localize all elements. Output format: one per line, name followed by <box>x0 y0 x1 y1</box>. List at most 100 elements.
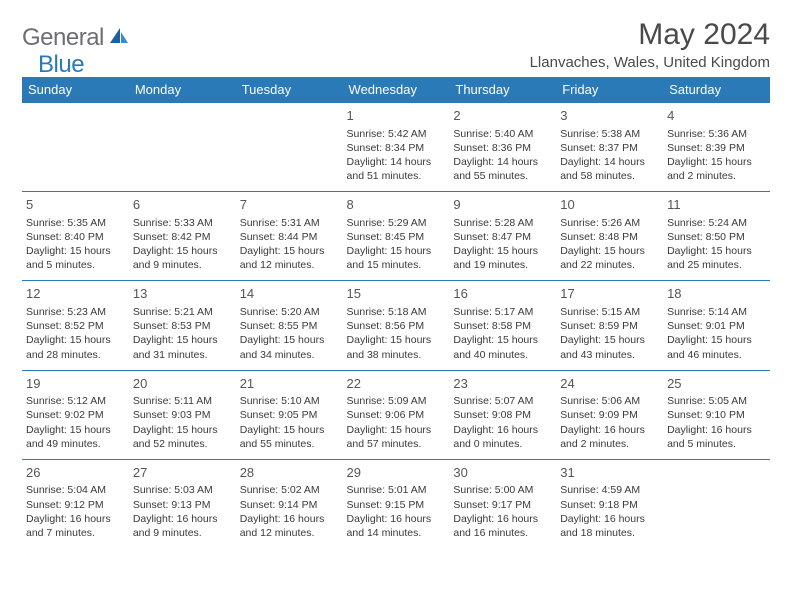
day-cell: 2 Sunrise: 5:40 AMSunset: 8:36 PMDaylight… <box>449 103 556 192</box>
day-number: 15 <box>347 285 445 303</box>
week-row: 5Sunrise: 5:35 AMSunset: 8:40 PMDaylight… <box>22 192 770 281</box>
daylight-line: Daylight: 15 hours and 55 minutes. <box>240 423 338 451</box>
day-cell: 14Sunrise: 5:20 AMSunset: 8:55 PMDayligh… <box>236 281 343 370</box>
daylight-line: Daylight: 16 hours and 5 minutes. <box>667 423 765 451</box>
sunset-line: Sunset: 9:10 PM <box>667 408 765 422</box>
day-number: 30 <box>453 464 551 482</box>
day-cell: 18Sunrise: 5:14 AMSunset: 9:01 PMDayligh… <box>663 281 770 370</box>
sunset-line: Sunset: 8:40 PM <box>26 230 124 244</box>
sunset-line: Sunset: 9:17 PM <box>453 498 551 512</box>
sunset-line: Sunset: 8:56 PM <box>347 319 445 333</box>
day-number: 27 <box>133 464 231 482</box>
daylight-line: Daylight: 16 hours and 9 minutes. <box>133 512 231 540</box>
sunrise-line: Sunrise: 5:00 AM <box>453 483 551 497</box>
day-number: 23 <box>453 375 551 393</box>
daylight-line: Daylight: 15 hours and 38 minutes. <box>347 333 445 361</box>
sunrise-line: Sunrise: 5:40 AM <box>453 127 551 141</box>
daylight-line: Daylight: 16 hours and 18 minutes. <box>560 512 658 540</box>
sunset-line: Sunset: 9:15 PM <box>347 498 445 512</box>
sunset-line: Sunset: 9:18 PM <box>560 498 658 512</box>
sunrise-line: Sunrise: 5:11 AM <box>133 394 231 408</box>
day-header: Thursday <box>449 77 556 103</box>
day-cell: 7Sunrise: 5:31 AMSunset: 8:44 PMDaylight… <box>236 192 343 281</box>
sunrise-line: Sunrise: 5:26 AM <box>560 216 658 230</box>
day-cell: 21Sunrise: 5:10 AMSunset: 9:05 PMDayligh… <box>236 370 343 459</box>
day-cell: 11Sunrise: 5:24 AMSunset: 8:50 PMDayligh… <box>663 192 770 281</box>
day-number: 10 <box>560 196 658 214</box>
daylight-line: Daylight: 15 hours and 25 minutes. <box>667 244 765 272</box>
header: General May 2024 Llanvaches, Wales, Unit… <box>22 18 770 71</box>
sunrise-line: Sunrise: 5:42 AM <box>347 127 445 141</box>
day-cell: 31Sunrise: 4:59 AMSunset: 9:18 PMDayligh… <box>556 459 663 548</box>
brand-part1: General <box>22 24 104 52</box>
daylight-line: Daylight: 14 hours and 55 minutes. <box>453 155 551 183</box>
sunrise-line: Sunrise: 5:36 AM <box>667 127 765 141</box>
day-number: 28 <box>240 464 338 482</box>
week-row: 19Sunrise: 5:12 AMSunset: 9:02 PMDayligh… <box>22 370 770 459</box>
day-number: 21 <box>240 375 338 393</box>
day-header: Wednesday <box>343 77 450 103</box>
sunset-line: Sunset: 8:48 PM <box>560 230 658 244</box>
brand-part2: Blue <box>38 51 84 79</box>
week-row: 12Sunrise: 5:23 AMSunset: 8:52 PMDayligh… <box>22 281 770 370</box>
day-number: 1 <box>347 107 445 125</box>
daylight-line: Daylight: 15 hours and 15 minutes. <box>347 244 445 272</box>
sunrise-line: Sunrise: 5:17 AM <box>453 305 551 319</box>
daylight-line: Daylight: 15 hours and 22 minutes. <box>560 244 658 272</box>
sunrise-line: Sunrise: 5:02 AM <box>240 483 338 497</box>
sunset-line: Sunset: 9:08 PM <box>453 408 551 422</box>
brand-logo: General <box>22 18 132 52</box>
sunset-line: Sunset: 9:14 PM <box>240 498 338 512</box>
day-number: 8 <box>347 196 445 214</box>
sunrise-line: Sunrise: 5:06 AM <box>560 394 658 408</box>
sunrise-line: Sunrise: 5:33 AM <box>133 216 231 230</box>
sunset-line: Sunset: 9:12 PM <box>26 498 124 512</box>
day-number: 18 <box>667 285 765 303</box>
sunset-line: Sunset: 8:36 PM <box>453 141 551 155</box>
sunrise-line: Sunrise: 5:15 AM <box>560 305 658 319</box>
day-cell: 29Sunrise: 5:01 AMSunset: 9:15 PMDayligh… <box>343 459 450 548</box>
day-cell: 25Sunrise: 5:05 AMSunset: 9:10 PMDayligh… <box>663 370 770 459</box>
sunrise-line: Sunrise: 5:38 AM <box>560 127 658 141</box>
location-text: Llanvaches, Wales, United Kingdom <box>530 54 770 71</box>
day-cell: 22Sunrise: 5:09 AMSunset: 9:06 PMDayligh… <box>343 370 450 459</box>
sunset-line: Sunset: 9:06 PM <box>347 408 445 422</box>
day-number: 3 <box>560 107 658 125</box>
day-header: Saturday <box>663 77 770 103</box>
sunrise-line: Sunrise: 5:24 AM <box>667 216 765 230</box>
day-cell: 3 Sunrise: 5:38 AMSunset: 8:37 PMDaylight… <box>556 103 663 192</box>
day-cell: 28Sunrise: 5:02 AMSunset: 9:14 PMDayligh… <box>236 459 343 548</box>
empty-cell <box>236 103 343 192</box>
week-row: 1Sunrise: 5:42 AMSunset: 8:34 PMDaylight… <box>22 103 770 192</box>
day-number: 9 <box>453 196 551 214</box>
day-number: 2 <box>453 107 551 125</box>
daylight-line: Daylight: 15 hours and 5 minutes. <box>26 244 124 272</box>
daylight-line: Daylight: 15 hours and 49 minutes. <box>26 423 124 451</box>
daylight-line: Daylight: 15 hours and 52 minutes. <box>133 423 231 451</box>
daylight-line: Daylight: 15 hours and 19 minutes. <box>453 244 551 272</box>
day-cell: 12Sunrise: 5:23 AMSunset: 8:52 PMDayligh… <box>22 281 129 370</box>
day-number: 7 <box>240 196 338 214</box>
day-number: 20 <box>133 375 231 393</box>
day-cell: 27Sunrise: 5:03 AMSunset: 9:13 PMDayligh… <box>129 459 236 548</box>
daylight-line: Daylight: 15 hours and 12 minutes. <box>240 244 338 272</box>
sunset-line: Sunset: 8:52 PM <box>26 319 124 333</box>
sunset-line: Sunset: 9:13 PM <box>133 498 231 512</box>
day-cell: 15Sunrise: 5:18 AMSunset: 8:56 PMDayligh… <box>343 281 450 370</box>
empty-cell <box>663 459 770 548</box>
day-number: 11 <box>667 196 765 214</box>
sunset-line: Sunset: 8:37 PM <box>560 141 658 155</box>
day-number: 31 <box>560 464 658 482</box>
sunset-line: Sunset: 9:02 PM <box>26 408 124 422</box>
title-block: May 2024 Llanvaches, Wales, United Kingd… <box>530 18 770 71</box>
daylight-line: Daylight: 14 hours and 58 minutes. <box>560 155 658 183</box>
sunrise-line: Sunrise: 5:29 AM <box>347 216 445 230</box>
day-cell: 30Sunrise: 5:00 AMSunset: 9:17 PMDayligh… <box>449 459 556 548</box>
daylight-line: Daylight: 16 hours and 2 minutes. <box>560 423 658 451</box>
sunrise-line: Sunrise: 5:09 AM <box>347 394 445 408</box>
day-header: Friday <box>556 77 663 103</box>
week-row: 26Sunrise: 5:04 AMSunset: 9:12 PMDayligh… <box>22 459 770 548</box>
sunrise-line: Sunrise: 5:05 AM <box>667 394 765 408</box>
sunrise-line: Sunrise: 5:04 AM <box>26 483 124 497</box>
daylight-line: Daylight: 15 hours and 34 minutes. <box>240 333 338 361</box>
